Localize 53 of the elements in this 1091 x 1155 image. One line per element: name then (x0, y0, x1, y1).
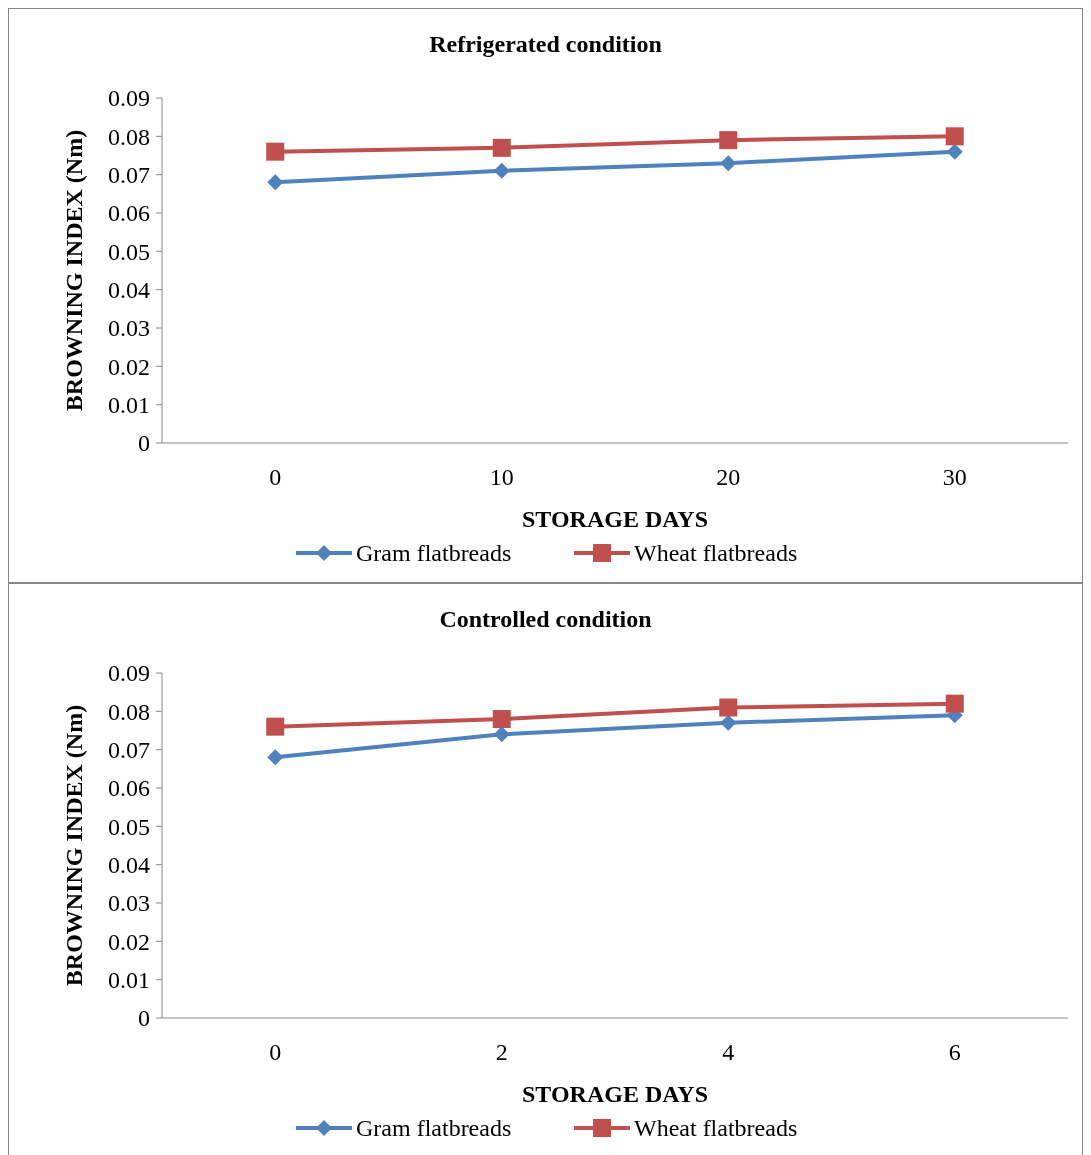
legend-label: Wheat flatbreads (634, 540, 798, 567)
point (720, 714, 737, 731)
y-tick-label: 0.01 (108, 967, 150, 994)
x-tick-label: 6 (948, 1039, 961, 1065)
y-tick-label: 0.02 (108, 353, 150, 380)
point (719, 131, 738, 150)
x-axis-title: STORAGE DAYS (521, 1081, 709, 1107)
y-tick-label: 0.09 (108, 660, 150, 687)
y-tick-label: 0 (138, 430, 150, 457)
legend-label: Gram flatbreads (356, 540, 512, 567)
y-tick-label: 0.03 (108, 890, 150, 917)
x-tick-label: 20 (716, 464, 741, 490)
point (266, 717, 285, 736)
x-tick-label: 0 (269, 1039, 282, 1065)
y-tick-label: 0 (138, 1005, 150, 1032)
point (719, 698, 738, 717)
y-tick-label: 0.06 (108, 775, 150, 802)
x-tick-label: 0 (269, 464, 282, 490)
y-tick-label: 0.05 (108, 238, 150, 265)
point (267, 174, 284, 191)
y-tick-label: 0.07 (108, 162, 150, 189)
point (267, 749, 284, 766)
x-tick-label: 4 (722, 1039, 735, 1065)
y-tick-label: 0.09 (108, 85, 150, 112)
point (945, 694, 964, 713)
x-tick-label: 2 (495, 1039, 508, 1065)
y-tick-label: 0.01 (108, 392, 150, 419)
y-tick-label: 0.08 (108, 123, 150, 150)
y-tick-label: 0.04 (108, 852, 150, 879)
y-tick-label: 0.08 (108, 698, 150, 725)
point (493, 726, 510, 743)
legend-label: Gram flatbreads (356, 1115, 512, 1142)
point (720, 155, 737, 172)
point (266, 142, 285, 161)
y-axis-title: BROWNING INDEX (Nm) (61, 704, 87, 987)
chart-title: Refrigerated condition (429, 31, 662, 57)
point (492, 138, 511, 157)
point (945, 127, 964, 146)
x-tick-label: 10 (489, 464, 514, 490)
y-tick-label: 0.05 (108, 813, 150, 840)
y-tick-label: 0.03 (108, 315, 150, 342)
point (492, 710, 511, 728)
y-tick-label: 0.02 (108, 928, 150, 955)
y-tick-label: 0.07 (108, 737, 150, 764)
point (946, 143, 963, 160)
chart-title: Controlled condition (439, 606, 652, 632)
x-axis-title: STORAGE DAYS (521, 506, 709, 532)
y-tick-label: 0.04 (108, 277, 150, 304)
x-tick-label: 30 (942, 464, 967, 490)
y-axis-title: BROWNING INDEX (Nm) (61, 129, 87, 412)
point (493, 162, 510, 179)
y-tick-label: 0.06 (108, 200, 150, 227)
legend-label: Wheat flatbreads (634, 1115, 798, 1142)
